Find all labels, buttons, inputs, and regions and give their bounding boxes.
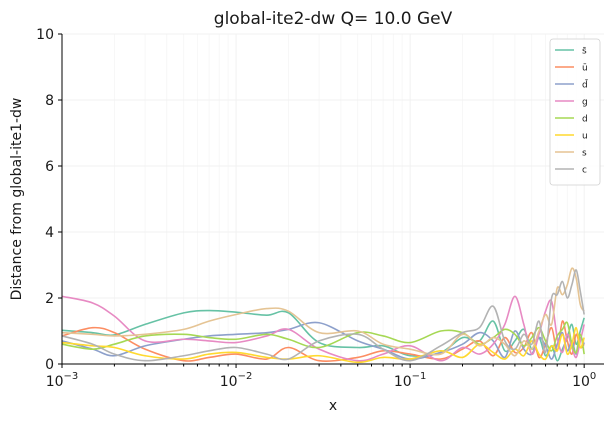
legend-label: g <box>582 98 588 108</box>
legend-label: s <box>582 149 587 159</box>
y-tick-label: 10 <box>36 27 54 43</box>
legend-label: c <box>582 166 587 176</box>
y-tick-label: 2 <box>45 291 54 307</box>
legend-label: ū <box>582 64 588 74</box>
legend-label: d <box>582 115 588 125</box>
series-line <box>61 295 585 362</box>
x-tick-label: 100 <box>572 371 596 390</box>
x-axis-label: x <box>329 398 337 414</box>
axes: 0 2 4 6 8 10 10−3 10−2 10−1 100 <box>36 27 604 390</box>
y-tick-label: 6 <box>45 159 54 175</box>
legend-label: s̄ <box>582 47 587 57</box>
legend-label: u <box>582 132 588 142</box>
x-tick-label: 10−2 <box>220 371 253 390</box>
legend-box <box>549 38 601 186</box>
series-line <box>61 309 585 362</box>
series-lines <box>61 267 585 364</box>
x-tick-label: 10−1 <box>394 371 427 390</box>
legend-label: d̄ <box>582 79 589 91</box>
chart-title: global-ite2-dw Q= 10.0 GeV <box>214 9 453 29</box>
series-line <box>61 267 585 357</box>
series-line <box>61 321 585 360</box>
grid <box>61 33 604 365</box>
x-tick-label: 10−3 <box>46 371 79 390</box>
y-tick-label: 4 <box>45 225 54 241</box>
y-tick-label: 8 <box>45 93 54 109</box>
y-axis-label: Distance from global-ite1-dw <box>9 98 25 301</box>
y-tick-label: 0 <box>45 357 54 373</box>
series-line <box>61 269 585 362</box>
series-line <box>61 320 585 362</box>
series-line <box>61 326 585 364</box>
